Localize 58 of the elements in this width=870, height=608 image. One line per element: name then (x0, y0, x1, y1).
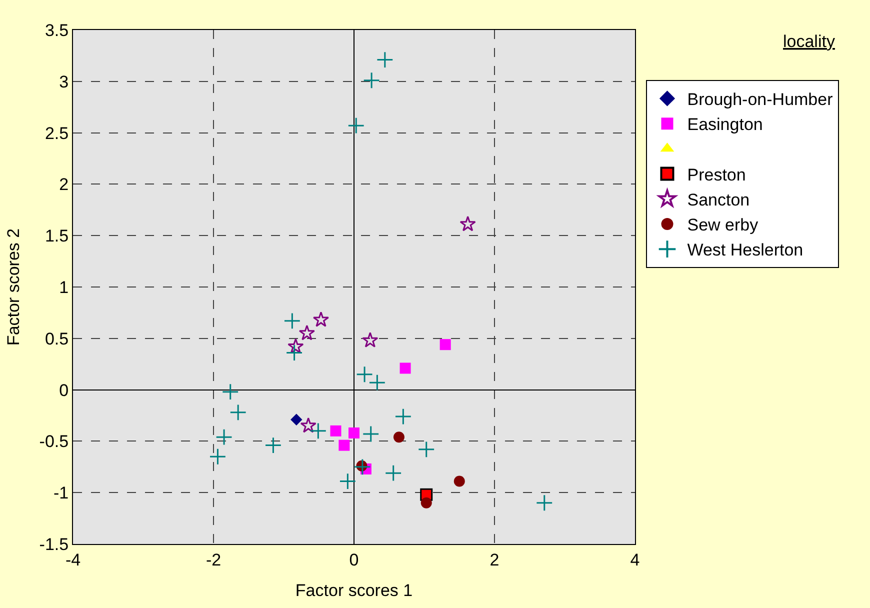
point (393, 432, 404, 443)
point (209, 448, 226, 466)
legend-label: West Heslerton (687, 240, 804, 260)
point (310, 422, 327, 440)
point (230, 404, 247, 421)
point (330, 425, 342, 436)
point (264, 436, 282, 454)
point (454, 476, 465, 487)
point (300, 417, 316, 433)
x-tick-label: -2 (206, 550, 222, 570)
y-tick-label: 3 (59, 72, 69, 92)
legend-label: Easington (687, 115, 763, 134)
legend-label: Brough-on-Humber (687, 90, 834, 110)
point (400, 362, 411, 374)
point (362, 426, 380, 442)
y-tick-label: 0 (59, 380, 69, 400)
point (440, 339, 451, 350)
y-tick-label: 1 (59, 278, 69, 297)
y-tick-label: 0.5 (44, 329, 69, 348)
point (356, 366, 373, 383)
point (298, 324, 315, 340)
point (354, 458, 371, 476)
y-tick-label: -1 (53, 484, 69, 503)
point (290, 414, 302, 426)
legend-label: Sew erby (687, 216, 759, 235)
legend-title: locality (783, 32, 836, 51)
point (216, 428, 232, 446)
point (286, 344, 303, 362)
legend-label: Preston (687, 165, 746, 184)
point (376, 51, 394, 68)
point (394, 408, 412, 425)
x-tick-label: 0 (349, 550, 359, 570)
point (384, 464, 402, 482)
point (348, 117, 365, 134)
point (312, 311, 330, 327)
point (420, 497, 432, 508)
point (339, 472, 356, 490)
point (536, 494, 553, 512)
y-axis-title: Factor scores 2 (4, 228, 23, 346)
x-tick-label: 4 (630, 550, 640, 570)
legend-label: Sancton (687, 190, 750, 210)
point (418, 440, 435, 458)
point (284, 312, 301, 330)
x-tick-label: 2 (490, 550, 500, 570)
point (362, 332, 378, 348)
y-tick-label: 2.5 (44, 124, 69, 143)
point (460, 216, 476, 232)
point (348, 427, 360, 438)
y-tick-label: 1.5 (44, 226, 69, 246)
x-axis-title: Factor scores 1 (295, 580, 413, 600)
y-tick-label: 2 (59, 175, 69, 194)
y-tick-label: -0.5 (39, 432, 69, 452)
y-tick-label: 3.5 (44, 20, 69, 40)
point (222, 383, 239, 400)
point (368, 374, 386, 392)
point (363, 72, 380, 89)
point (288, 338, 304, 354)
point (338, 440, 350, 451)
